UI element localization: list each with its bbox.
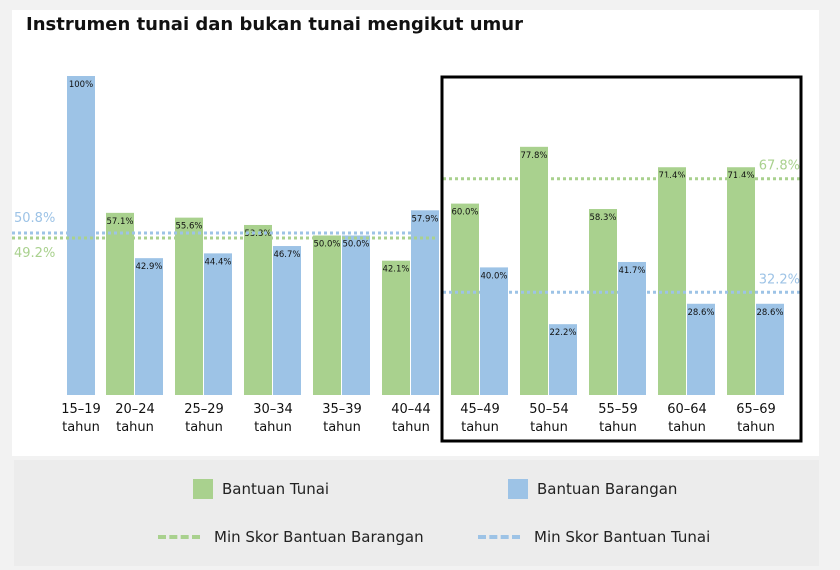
data-label-tunai-10: 71.4% <box>727 171 754 181</box>
legend-swatch-barangan <box>508 479 528 499</box>
legend-item-tunai: Bantuan Tunai <box>193 479 329 499</box>
bar-barangan-6 <box>480 267 508 395</box>
bar-tunai-9 <box>658 167 686 395</box>
legend-item-mean-tunai: Min Skor Bantuan Tunai <box>478 528 710 546</box>
data-label-tunai-9: 71.4% <box>658 171 685 181</box>
data-label-tunai-4: 50.0% <box>313 240 340 250</box>
legend-label-barangan: Bantuan Barangan <box>537 480 678 498</box>
x-tick-sublabel-0: tahun <box>62 420 100 435</box>
legend: Bantuan Tunai Bantuan Barangan Min Skor … <box>14 460 819 566</box>
x-tick-sublabel-7: tahun <box>530 420 568 435</box>
legend-label-mean-tunai: Min Skor Bantuan Tunai <box>534 528 711 546</box>
data-label-barangan-10: 28.6% <box>756 308 783 318</box>
bar-barangan-10 <box>756 303 784 395</box>
bar-barangan-0 <box>67 76 95 395</box>
data-label-barangan-3: 46.7% <box>273 250 300 260</box>
legend-swatch-tunai <box>193 479 213 499</box>
bar-barangan-1 <box>135 258 163 395</box>
x-tick-label-3: 30–34 <box>253 402 293 417</box>
highlight-box <box>440 75 803 443</box>
data-label-barangan-5: 57.9% <box>411 214 438 224</box>
x-tick-sublabel-8: tahun <box>599 420 637 435</box>
legend-label-mean-barangan: Min Skor Bantuan Barangan <box>214 528 424 546</box>
legend-dash-mean-tunai <box>478 535 520 539</box>
mean-label-right-barangan: 32.2% <box>759 272 800 287</box>
data-label-tunai-5: 42.1% <box>382 265 409 275</box>
mean-label-right-tunai: 67.8% <box>759 159 800 174</box>
mean-label-left-tunai: 49.2% <box>14 246 55 261</box>
data-label-barangan-8: 41.7% <box>618 266 645 276</box>
data-label-barangan-6: 40.0% <box>480 271 507 281</box>
x-tick-sublabel-2: tahun <box>185 420 223 435</box>
bar-tunai-3 <box>244 224 272 395</box>
bar-tunai-6 <box>451 203 479 395</box>
data-label-barangan-4: 50.0% <box>342 240 369 250</box>
x-tick-label-4: 35–39 <box>322 402 362 417</box>
bar-barangan-3 <box>273 246 301 395</box>
bar-tunai-4 <box>313 235 341 395</box>
data-label-barangan-0: 100% <box>69 80 93 90</box>
bar-tunai-5 <box>382 260 410 395</box>
data-label-tunai-6: 60.0% <box>451 208 478 218</box>
legend-label-tunai: Bantuan Tunai <box>222 480 330 498</box>
x-tick-sublabel-1: tahun <box>116 420 154 435</box>
bar-tunai-1 <box>106 212 134 395</box>
x-tick-sublabel-9: tahun <box>668 420 706 435</box>
x-tick-sublabel-3: tahun <box>254 420 292 435</box>
bar-barangan-7 <box>549 324 577 395</box>
x-tick-label-2: 25–29 <box>184 402 224 417</box>
legend-item-mean-barangan: Min Skor Bantuan Barangan <box>158 528 424 546</box>
bar-tunai-8 <box>589 209 617 395</box>
bar-tunai-7 <box>520 146 548 395</box>
data-label-barangan-7: 22.2% <box>549 328 576 338</box>
data-label-tunai-2: 55.6% <box>175 222 202 232</box>
bar-tunai-10 <box>727 167 755 395</box>
x-tick-label-1: 20–24 <box>115 402 155 417</box>
x-tick-sublabel-5: tahun <box>392 420 430 435</box>
data-label-barangan-1: 42.9% <box>135 262 162 272</box>
x-tick-label-8: 55–59 <box>598 402 638 417</box>
x-tick-label-0: 15–19 <box>61 402 101 417</box>
bar-barangan-9 <box>687 303 715 395</box>
bar-barangan-5 <box>411 210 439 395</box>
x-tick-sublabel-10: tahun <box>737 420 775 435</box>
data-label-tunai-1: 57.1% <box>106 217 133 227</box>
legend-item-barangan: Bantuan Barangan <box>508 479 677 499</box>
bar-barangan-4 <box>342 235 370 395</box>
mean-label-left-barangan: 50.8% <box>14 211 55 226</box>
bar-tunai-2 <box>175 217 203 395</box>
data-label-tunai-8: 58.3% <box>589 213 616 223</box>
data-label-barangan-2: 44.4% <box>204 257 231 267</box>
x-tick-label-6: 45–49 <box>460 402 500 417</box>
bar-chart: 100% 15–19 tahun 57.1% 42.9% 20–24 tahun 55.6% 4… <box>12 75 803 443</box>
x-tick-label-9: 60–64 <box>667 402 707 417</box>
chart-title: Instrumen tunai dan bukan tunai mengikut… <box>26 14 523 35</box>
x-tick-label-5: 40–44 <box>391 402 431 417</box>
x-tick-label-10: 65–69 <box>736 402 776 417</box>
x-tick-sublabel-4: tahun <box>323 420 361 435</box>
data-label-tunai-7: 77.8% <box>520 151 547 161</box>
x-tick-label-7: 50–54 <box>529 402 569 417</box>
x-tick-sublabel-6: tahun <box>461 420 499 435</box>
bar-barangan-2 <box>204 253 232 395</box>
bar-barangan-8 <box>618 261 646 395</box>
data-label-barangan-9: 28.6% <box>687 308 714 318</box>
legend-dash-mean-barangan <box>158 535 200 539</box>
